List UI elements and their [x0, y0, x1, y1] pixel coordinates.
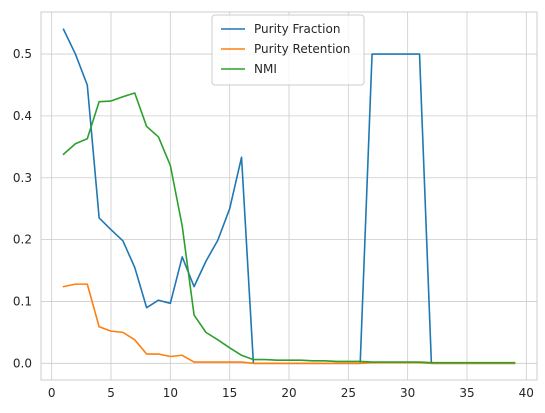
y-tick-label: 0.1 [13, 294, 32, 308]
x-tick-label: 40 [519, 386, 534, 400]
y-tick-label: 0.3 [13, 171, 32, 185]
plot-frame [40, 11, 538, 381]
x-tick-label: 20 [281, 386, 296, 400]
legend-box [211, 14, 365, 86]
x-tick-label: 10 [163, 386, 178, 400]
legend: Purity Fraction Purity Retention NMI [211, 14, 365, 86]
legend-label: Purity Fraction [254, 22, 340, 36]
axes-spines [40, 11, 538, 381]
series-lines [62, 28, 516, 365]
x-tick-label: 15 [222, 386, 237, 400]
x-tick-label: 0 [48, 386, 56, 400]
y-tick-label: 0.0 [13, 356, 32, 370]
legend-label: Purity Retention [254, 42, 350, 56]
x-tick-label: 5 [107, 386, 115, 400]
x-tick-label: 35 [459, 386, 474, 400]
x-tick-label: 30 [400, 386, 415, 400]
x-tick-labels: 0 5 10 15 20 25 30 35 40 [48, 386, 534, 400]
x-tick-label: 25 [341, 386, 356, 400]
series-line-nmi [62, 92, 516, 364]
y-tick-label: 0.2 [13, 233, 32, 247]
y-tick-label: 0.5 [13, 47, 32, 61]
y-tick-label: 0.4 [13, 109, 32, 123]
legend-label: NMI [254, 62, 277, 76]
y-tick-labels: 0.0 0.1 0.2 0.3 0.4 0.5 [13, 47, 32, 370]
